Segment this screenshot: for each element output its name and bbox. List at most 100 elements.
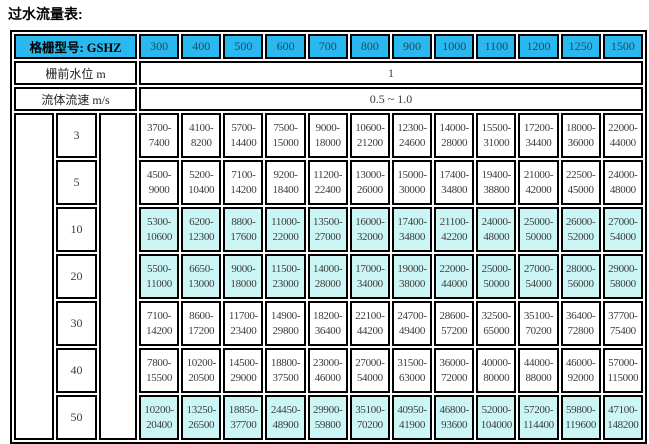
flow-range-cell: 29900- 59800 [307,395,348,440]
table-row: 10 5300- 10600 6200- 12300 8800- 17600 11000… [14,207,643,252]
flow-range-cell: 7800- 15500 [139,348,180,393]
flow-range-cell: 14000- 28000 [434,113,475,158]
row-key: 3 [56,113,97,158]
flow-range-cell: 13250- 26500 [181,395,222,440]
flow-range-cell: 14000- 28000 [307,254,348,299]
model-header-1250: 1250 [560,34,601,59]
flow-range-cell: 9000- 18000 [223,254,264,299]
model-header-1200: 1200 [518,34,559,59]
flow-range-cell: 10200- 20500 [181,348,222,393]
flow-range-cell: 46800- 93600 [434,395,475,440]
row-key: 50 [56,395,97,440]
flow-range-cell: 4500- 9000 [139,160,180,205]
flow-range-cell: 18200- 36400 [307,301,348,346]
flow-range-cell: 57200- 114400 [518,395,559,440]
flow-range-cell: 18800- 37500 [265,348,306,393]
flow-range-cell: 15500- 31000 [476,113,517,158]
water-level-row: 栅前水位 m 1 [14,61,643,85]
flow-range-cell: 21100- 42200 [434,207,475,252]
flow-range-cell: 8800- 17600 [223,207,264,252]
flow-range-cell: 25000- 50000 [518,207,559,252]
flow-range-cell: 28600- 57200 [434,301,475,346]
velocity-label: 流体流速 m/s [14,87,138,111]
flow-range-cell: 5700- 14400 [223,113,264,158]
flow-range-cell: 26000- 52000 [560,207,601,252]
table-row: 3 3700- 7400 4100- 8200 5700- 14400 7500- 15… [14,113,643,440]
row-key: 5 [56,160,97,205]
flow-range-cell: 7100- 14200 [223,160,264,205]
flow-range-cell: 32500- 65000 [476,301,517,346]
table-row: 20 5500- 11000 6650- 13000 9000- 18000 11500… [14,254,643,299]
row-key: 10 [56,207,97,252]
flow-range-cell: 5300- 10600 [139,207,180,252]
velocity-value: 0.5 ~ 1.0 [139,87,643,111]
flow-table: 格栅型号: GSHZ 300 400 500 600 700 800 900 1000 1100… [10,30,647,444]
flow-range-cell: 6200- 12300 [181,207,222,252]
model-header-1100: 1100 [476,34,517,59]
row-key: 20 [56,254,97,299]
table-row: 5 4500- 9000 5200- 10400 7100- 14200 9200- 1… [14,160,643,205]
flow-range-cell: 36400- 72800 [560,301,601,346]
flow-range-cell: 22500- 45000 [560,160,601,205]
flow-range-cell: 4100- 8200 [181,113,222,158]
flow-range-cell: 24700- 49400 [391,301,433,346]
flow-range-cell: 21000- 42000 [518,160,559,205]
flow-range-cell: 52000- 104000 [476,395,517,440]
flow-range-cell: 5200- 10400 [181,160,222,205]
header-row: 格栅型号: GSHZ 300 400 500 600 700 800 900 1000 1100… [14,34,643,59]
flow-range-cell: 18000- 36000 [560,113,601,158]
model-header-400: 400 [181,34,222,59]
model-header-800: 800 [349,34,390,59]
mid-spacer-cell [99,113,138,440]
flow-range-cell: 18850- 37700 [223,395,264,440]
flow-range-cell: 19400- 38800 [476,160,517,205]
left-spacer-cell [14,113,54,440]
flow-range-cell: 22000- 44000 [602,113,643,158]
model-header-900: 900 [391,34,433,59]
flow-range-cell: 10200- 20400 [139,395,180,440]
model-header-700: 700 [307,34,348,59]
flow-range-cell: 29000- 58000 [602,254,643,299]
flow-range-cell: 37700- 75400 [602,301,643,346]
flow-range-cell: 6650- 13000 [181,254,222,299]
flow-range-cell: 8600- 17200 [181,301,222,346]
page-title: 过水流量表: [8,6,83,22]
flow-range-cell: 17400- 34800 [434,160,475,205]
flow-range-cell: 7500- 15000 [265,113,306,158]
flow-range-cell: 44000- 88000 [518,348,559,393]
table-row: 30 7100- 14200 8600- 17200 11700- 23400 1490… [14,301,643,346]
flow-range-cell: 28000- 56000 [560,254,601,299]
flow-range-cell: 11700- 23400 [223,301,264,346]
flow-range-cell: 24450- 48900 [265,395,306,440]
flow-range-cell: 40950- 41900 [391,395,433,440]
model-header-1500: 1500 [602,34,643,59]
flow-range-cell: 17400- 34800 [391,207,433,252]
flow-range-cell: 13000- 26000 [349,160,390,205]
flow-range-cell: 14900- 29800 [265,301,306,346]
flow-range-cell: 14500- 29000 [223,348,264,393]
flow-range-cell: 19000- 38000 [391,254,433,299]
flow-range-cell: 31500- 63000 [391,348,433,393]
model-header-500: 500 [223,34,264,59]
flow-range-cell: 9200- 18400 [265,160,306,205]
water-level-value: 1 [139,61,643,85]
flow-range-cell: 46000- 92000 [560,348,601,393]
flow-range-cell: 9000- 18000 [307,113,348,158]
flow-range-cell: 13500- 27000 [307,207,348,252]
flow-range-cell: 35100- 70200 [518,301,559,346]
flow-range-cell: 36000- 72000 [434,348,475,393]
flow-range-cell: 17200- 34400 [518,113,559,158]
flow-range-cell: 24000- 48000 [602,160,643,205]
water-level-label: 栅前水位 m [14,61,138,85]
model-type-label: 格栅型号: GSHZ [14,34,138,59]
flow-range-cell: 16000- 32000 [349,207,390,252]
flow-range-cell: 5500- 11000 [139,254,180,299]
flow-range-cell: 22000- 44000 [434,254,475,299]
model-header-600: 600 [265,34,306,59]
flow-range-cell: 57000- 115000 [602,348,643,393]
flow-range-cell: 11000- 22000 [265,207,306,252]
flow-range-cell: 17000- 34000 [349,254,390,299]
flow-range-cell: 3700- 7400 [139,113,180,158]
flow-range-cell: 27000- 54000 [602,207,643,252]
flow-range-cell: 24000- 48000 [476,207,517,252]
